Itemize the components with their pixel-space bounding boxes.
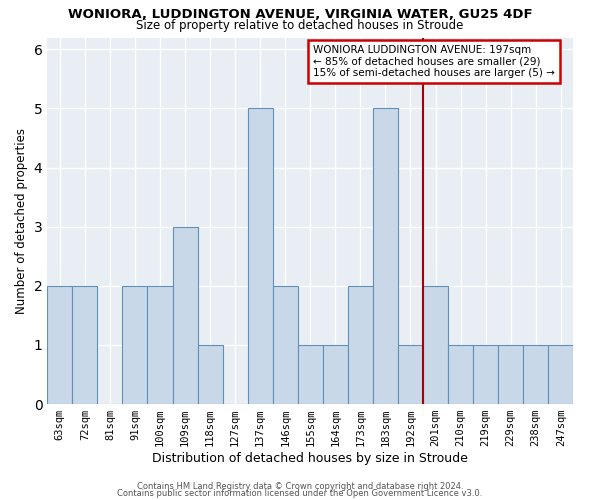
Text: Size of property relative to detached houses in Stroude: Size of property relative to detached ho… — [136, 19, 464, 32]
Text: Contains HM Land Registry data © Crown copyright and database right 2024.: Contains HM Land Registry data © Crown c… — [137, 482, 463, 491]
Bar — [73, 286, 97, 404]
Bar — [273, 286, 298, 404]
Bar — [248, 108, 273, 404]
X-axis label: Distribution of detached houses by size in Stroude: Distribution of detached houses by size … — [152, 452, 468, 465]
Bar — [323, 345, 348, 404]
Bar — [197, 345, 223, 404]
Bar — [122, 286, 148, 404]
Bar — [348, 286, 373, 404]
Bar — [398, 345, 423, 404]
Bar — [173, 226, 197, 404]
Bar — [423, 286, 448, 404]
Bar — [548, 345, 574, 404]
Bar — [148, 286, 173, 404]
Text: Contains public sector information licensed under the Open Government Licence v3: Contains public sector information licen… — [118, 490, 482, 498]
Bar — [373, 108, 398, 404]
Bar — [523, 345, 548, 404]
Bar — [498, 345, 523, 404]
Text: WONIORA, LUDDINGTON AVENUE, VIRGINIA WATER, GU25 4DF: WONIORA, LUDDINGTON AVENUE, VIRGINIA WAT… — [68, 8, 532, 20]
Bar — [47, 286, 73, 404]
Text: WONIORA LUDDINGTON AVENUE: 197sqm
← 85% of detached houses are smaller (29)
15% : WONIORA LUDDINGTON AVENUE: 197sqm ← 85% … — [313, 45, 555, 78]
Y-axis label: Number of detached properties: Number of detached properties — [15, 128, 28, 314]
Bar — [448, 345, 473, 404]
Bar — [298, 345, 323, 404]
Bar — [473, 345, 498, 404]
